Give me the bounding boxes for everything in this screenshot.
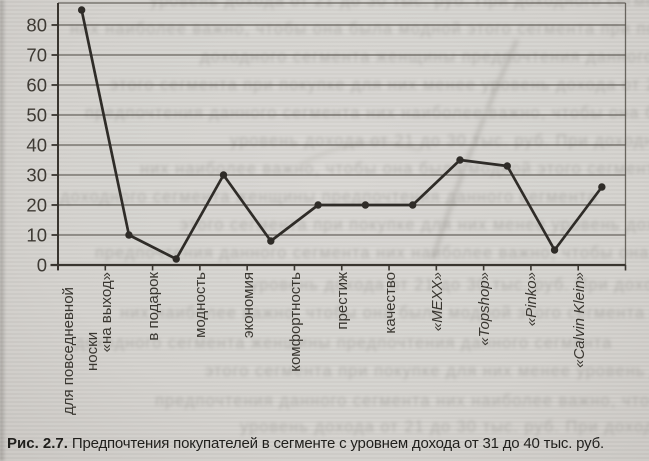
data-point bbox=[267, 237, 275, 245]
x-category-label: качество bbox=[381, 272, 399, 334]
x-category-cell: «MEXX» bbox=[426, 266, 450, 436]
y-tick-label: 20 bbox=[26, 195, 47, 216]
data-point bbox=[172, 255, 180, 263]
x-category-cell: «Pinko» bbox=[520, 266, 544, 436]
y-tick-label: 40 bbox=[26, 135, 47, 156]
x-category-label: «на выход» bbox=[97, 272, 115, 353]
data-line bbox=[80, 9, 603, 261]
x-category-cell: престиж bbox=[331, 266, 355, 436]
data-point bbox=[408, 201, 417, 209]
x-category-label: «MEXX» bbox=[428, 272, 446, 332]
y-tick-label: 10 bbox=[26, 225, 47, 246]
data-point bbox=[598, 183, 606, 191]
data-point bbox=[456, 156, 464, 164]
y-tick-label: 50 bbox=[26, 105, 47, 126]
data-point bbox=[219, 171, 228, 179]
y-tick-label: 60 bbox=[26, 75, 47, 96]
x-category-cell: модность bbox=[189, 266, 213, 436]
y-tick-label: 80 bbox=[26, 15, 47, 36]
x-category-label: комфортность bbox=[286, 272, 304, 372]
x-category-label: в подарок bbox=[145, 272, 163, 341]
x-category-cell: «Calvin Klein» bbox=[568, 266, 592, 436]
x-category-label: «Pinko» bbox=[523, 272, 541, 327]
data-point bbox=[550, 246, 559, 254]
x-category-cell: «на выход» bbox=[95, 266, 119, 436]
x-category-label: «Topshop» bbox=[476, 272, 494, 346]
figure-caption-number: Рис. 2.7. bbox=[7, 435, 68, 452]
y-tick-label: 70 bbox=[26, 45, 47, 66]
data-point bbox=[77, 6, 86, 14]
x-axis-labels: для повседневной носки «на выход» в подаро… bbox=[0, 266, 649, 430]
line-chart-figure: 0 10 20 30 40 50 60 70 80 для повседневной носки… bbox=[0, 2, 649, 430]
x-category-cell: комфортность bbox=[284, 266, 308, 436]
x-category-cell: в подарок bbox=[142, 266, 166, 436]
y-tick-label: 30 bbox=[26, 165, 47, 186]
figure-caption-text: Предпочтения покупателей в сегменте с ур… bbox=[67, 435, 604, 452]
x-category-cell: «Topshop» bbox=[473, 266, 497, 436]
data-point bbox=[361, 201, 370, 209]
data-point bbox=[503, 162, 511, 170]
y-tick-label: 0 bbox=[37, 255, 47, 276]
data-point bbox=[125, 231, 133, 239]
x-category-label: престиж bbox=[334, 272, 352, 330]
x-category-label: «Calvin Klein» bbox=[570, 272, 588, 368]
plot-area: 0 10 20 30 40 50 60 70 80 bbox=[26, 2, 627, 276]
x-category-cell: экономия bbox=[237, 266, 261, 436]
figure-caption: Рис. 2.7. Предпочтения покупателей в сег… bbox=[7, 435, 645, 452]
x-category-cell: качество bbox=[379, 266, 403, 436]
scan-page-edge bbox=[0, 0, 6, 461]
x-category-label: модность bbox=[192, 272, 210, 338]
x-category-label: экономия bbox=[239, 272, 257, 339]
data-point bbox=[314, 201, 322, 209]
